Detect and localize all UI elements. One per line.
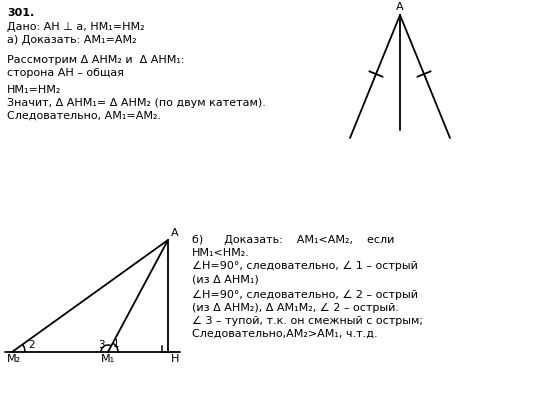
Text: HM₁<HM₂.: HM₁<HM₂. [192,248,250,258]
Text: Дано: AH ⊥ a, HM₁=HM₂: Дано: AH ⊥ a, HM₁=HM₂ [7,22,145,32]
Text: 1: 1 [113,339,120,349]
Text: б)      Доказать:    AM₁<AM₂,    если: б) Доказать: AM₁<AM₂, если [192,235,395,245]
Text: Следовательно,AM₂>AM₁, ч.т.д.: Следовательно,AM₂>AM₁, ч.т.д. [192,329,378,339]
Text: H: H [171,354,179,364]
Text: 3: 3 [98,340,105,350]
Text: (из Δ AHM₂), Δ AM₁M₂, ∠ 2 – острый.: (из Δ AHM₂), Δ AM₁M₂, ∠ 2 – острый. [192,303,399,313]
Text: Рассмотрим Δ AHM₂ и  Δ AHM₁:: Рассмотрим Δ AHM₂ и Δ AHM₁: [7,55,184,65]
Text: сторона AH – общая: сторона AH – общая [7,68,124,78]
Text: Следовательно, AM₁=AM₂.: Следовательно, AM₁=AM₂. [7,111,161,121]
Text: A: A [396,2,404,12]
Text: M₁: M₁ [101,354,115,364]
Text: ∠H=90°, следовательно, ∠ 1 – острый: ∠H=90°, следовательно, ∠ 1 – острый [192,261,418,271]
Text: HM₁=HM₂: HM₁=HM₂ [7,85,61,95]
Text: а) Доказать: AM₁=AM₂: а) Доказать: AM₁=AM₂ [7,35,136,45]
Text: ∠H=90°, следовательно, ∠ 2 – острый: ∠H=90°, следовательно, ∠ 2 – острый [192,290,418,300]
Text: 301.: 301. [7,8,34,18]
Text: 2: 2 [28,340,35,350]
Text: A: A [171,228,179,238]
Text: M₂: M₂ [7,354,21,364]
Text: Значит, Δ AHM₁= Δ AHM₂ (по двум катетам).: Значит, Δ AHM₁= Δ AHM₂ (по двум катетам)… [7,98,266,108]
Text: (из Δ AHM₁): (из Δ AHM₁) [192,274,259,284]
Text: ∠ 3 – тупой, т.к. он смежный с острым;: ∠ 3 – тупой, т.к. он смежный с острым; [192,316,423,326]
